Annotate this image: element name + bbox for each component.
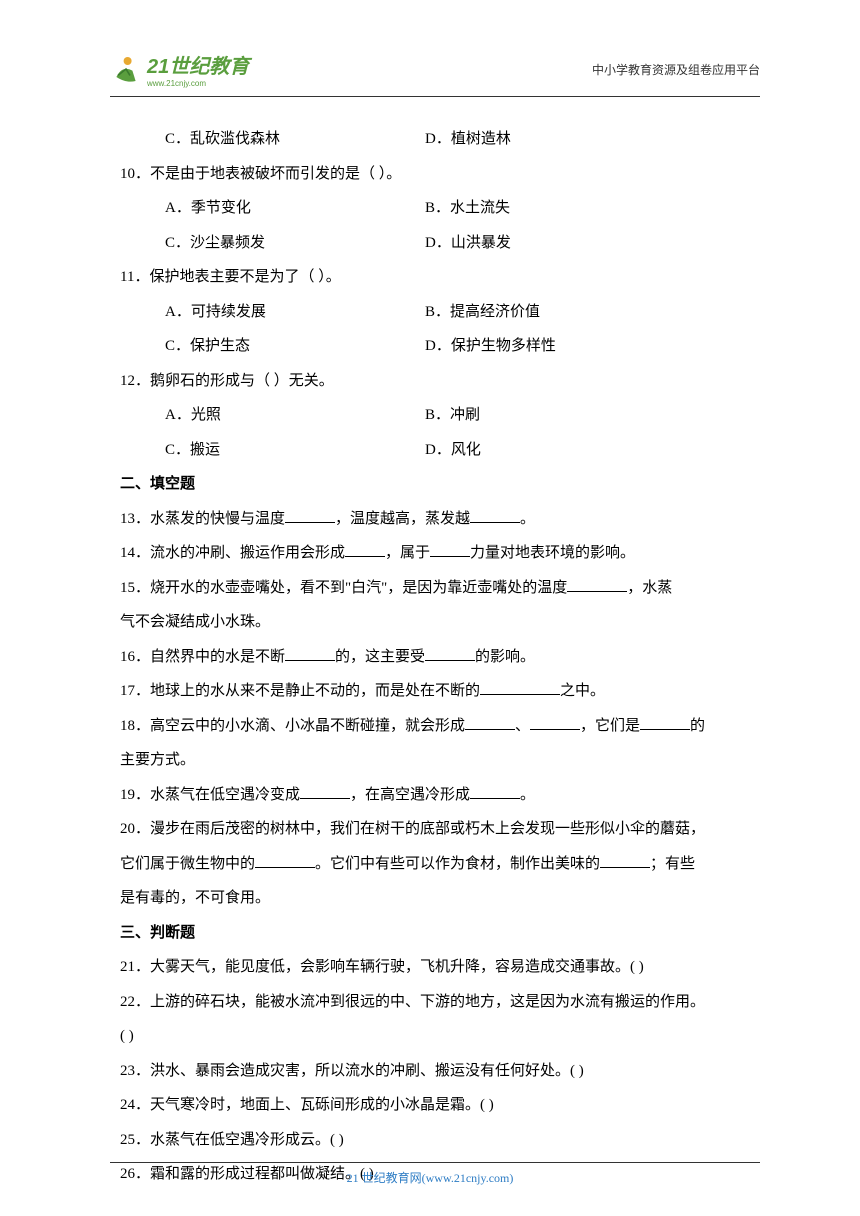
q18-b: 、: [515, 718, 530, 734]
q19-b: ，在高空遇冷形成: [350, 787, 470, 803]
q12-ab: A．光照 B．冲刷: [110, 398, 760, 433]
blank: [480, 680, 560, 695]
q18-cont: 主要方式。: [110, 743, 760, 778]
q18-c: ，它们是: [580, 718, 640, 734]
q22-l1: 22．上游的碎石块，能被水流冲到很远的中、下游的地方，这是因为水流有搬运的作用。: [110, 985, 760, 1020]
q10-d: D．山洪暴发: [425, 226, 760, 261]
q11-cd: C．保护生态 D．保护生物多样性: [110, 329, 760, 364]
q11-ab: A．可持续发展 B．提高经济价值: [110, 295, 760, 330]
option-d: D．植树造林: [425, 122, 760, 157]
q12-stem: 12．鹅卵石的形成与（ ）无关。: [110, 364, 760, 399]
q17-a: 17．地球上的水从来不是静止不动的，而是处在不断的: [120, 683, 480, 699]
q17-b: 之中。: [560, 683, 605, 699]
blank: [425, 646, 475, 661]
q20-l2: 它们属于微生物中的 。它们中有些可以作为食材，制作出美味的 ；有些: [110, 847, 760, 882]
q12-c: C．搬运: [165, 433, 425, 468]
q20-d: ；有些: [650, 856, 695, 872]
q20-b: 它们属于微生物中的: [120, 856, 255, 872]
q11-stem: 11．保护地表主要不是为了（ ）。: [110, 260, 760, 295]
q15-b: ，水蒸: [627, 580, 672, 596]
page-header: 21世纪教育 www.21cnjy.com 中小学教育资源及组卷应用平台: [110, 50, 760, 97]
q11-b: B．提高经济价值: [425, 295, 760, 330]
page-container: 21世纪教育 www.21cnjy.com 中小学教育资源及组卷应用平台 C．乱…: [0, 0, 860, 1216]
logo-main-text: 21世纪教育: [147, 50, 249, 79]
q24: 24．天气寒冷时，地面上、瓦砾间形成的小冰晶是霜。( ): [110, 1088, 760, 1123]
blank: [530, 715, 580, 730]
q18: 18．高空云中的小水滴、小冰晶不断碰撞，就会形成 、 ，它们是 的: [110, 709, 760, 744]
prev-options-cd: C．乱砍滥伐森林 D．植树造林: [110, 122, 760, 157]
header-right-text: 中小学教育资源及组卷应用平台: [592, 61, 760, 78]
logo-text-group: 21世纪教育 www.21cnjy.com: [147, 50, 249, 88]
footer-text: 21 世纪教育网(www.21cnjy.com): [347, 1171, 514, 1185]
q13-c: 。: [520, 511, 535, 527]
q18-d: 的: [690, 718, 705, 734]
q10-a: A．季节变化: [165, 191, 425, 226]
page-footer: 21 世纪教育网(www.21cnjy.com): [0, 1156, 860, 1186]
logo-icon: [110, 53, 142, 85]
q15-cont: 气不会凝结成小水珠。: [110, 605, 760, 640]
blank: [430, 542, 470, 557]
blank: [470, 784, 520, 799]
q20-l1: 20．漫步在雨后茂密的树林中，我们在树干的底部或朽木上会发现一些形似小伞的蘑菇，: [110, 812, 760, 847]
q10-b: B．水土流失: [425, 191, 760, 226]
logo-area: 21世纪教育 www.21cnjy.com: [110, 50, 249, 88]
q12-d: D．风化: [425, 433, 760, 468]
q10-ab: A．季节变化 B．水土流失: [110, 191, 760, 226]
q17: 17．地球上的水从来不是静止不动的，而是处在不断的 之中。: [110, 674, 760, 709]
q12-b: B．冲刷: [425, 398, 760, 433]
q12-a: A．光照: [165, 398, 425, 433]
q21: 21．大雾天气，能见度低，会影响车辆行驶，飞机升降，容易造成交通事故。( ): [110, 950, 760, 985]
q18-a: 18．高空云中的小水滴、小冰晶不断碰撞，就会形成: [120, 718, 465, 734]
q12-cd: C．搬运 D．风化: [110, 433, 760, 468]
q19-a: 19．水蒸气在低空遇冷变成: [120, 787, 300, 803]
q13-b: ，温度越高，蒸发越: [335, 511, 470, 527]
q25: 25．水蒸气在低空遇冷形成云。( ): [110, 1123, 760, 1158]
q16-b: 的，这主要受: [335, 649, 425, 665]
q16: 16．自然界中的水是不断 的，这主要受 的影响。: [110, 640, 760, 675]
blank: [567, 577, 627, 592]
q10-cd: C．沙尘暴频发 D．山洪暴发: [110, 226, 760, 261]
q19: 19．水蒸气在低空遇冷变成 ，在高空遇冷形成 。: [110, 778, 760, 813]
q16-c: 的影响。: [475, 649, 535, 665]
blank: [255, 853, 315, 868]
blank: [345, 542, 385, 557]
q13-a: 13．水蒸发的快慢与温度: [120, 511, 285, 527]
q14-a: 14．流水的冲刷、搬运作用会形成: [120, 545, 345, 561]
q14: 14．流水的冲刷、搬运作用会形成 ，属于 力量对地表环境的影响。: [110, 536, 760, 571]
blank: [300, 784, 350, 799]
blank: [600, 853, 650, 868]
q15-a: 15．烧开水的水壶壶嘴处，看不到"白汽"，是因为靠近壶嘴处的温度: [120, 580, 567, 596]
blank: [640, 715, 690, 730]
section3-heading: 三、判断题: [110, 916, 760, 951]
q14-c: 力量对地表环境的影响。: [470, 545, 635, 561]
section2-heading: 二、填空题: [110, 467, 760, 502]
q11-a: A．可持续发展: [165, 295, 425, 330]
q11-d: D．保护生物多样性: [425, 329, 760, 364]
q19-c: 。: [520, 787, 535, 803]
q22-l2: ( ): [110, 1019, 760, 1054]
logo-sub-text: www.21cnjy.com: [147, 79, 249, 88]
q10-stem: 10．不是由于地表被破坏而引发的是（ ）。: [110, 157, 760, 192]
q16-a: 16．自然界中的水是不断: [120, 649, 285, 665]
blank: [465, 715, 515, 730]
q15: 15．烧开水的水壶壶嘴处，看不到"白汽"，是因为靠近壶嘴处的温度 ，水蒸: [110, 571, 760, 606]
footer-rule: [110, 1162, 760, 1163]
q11-c: C．保护生态: [165, 329, 425, 364]
q20-l3: 是有毒的，不可食用。: [110, 881, 760, 916]
q10-c: C．沙尘暴频发: [165, 226, 425, 261]
q13: 13．水蒸发的快慢与温度 ，温度越高，蒸发越 。: [110, 502, 760, 537]
content-body: C．乱砍滥伐森林 D．植树造林 10．不是由于地表被破坏而引发的是（ ）。 A．…: [110, 122, 760, 1192]
q20-c: 。它们中有些可以作为食材，制作出美味的: [315, 856, 600, 872]
blank: [470, 508, 520, 523]
blank: [285, 508, 335, 523]
q14-b: ，属于: [385, 545, 430, 561]
blank: [285, 646, 335, 661]
q23: 23．洪水、暴雨会造成灾害，所以流水的冲刷、搬运没有任何好处。( ): [110, 1054, 760, 1089]
option-c: C．乱砍滥伐森林: [165, 122, 425, 157]
